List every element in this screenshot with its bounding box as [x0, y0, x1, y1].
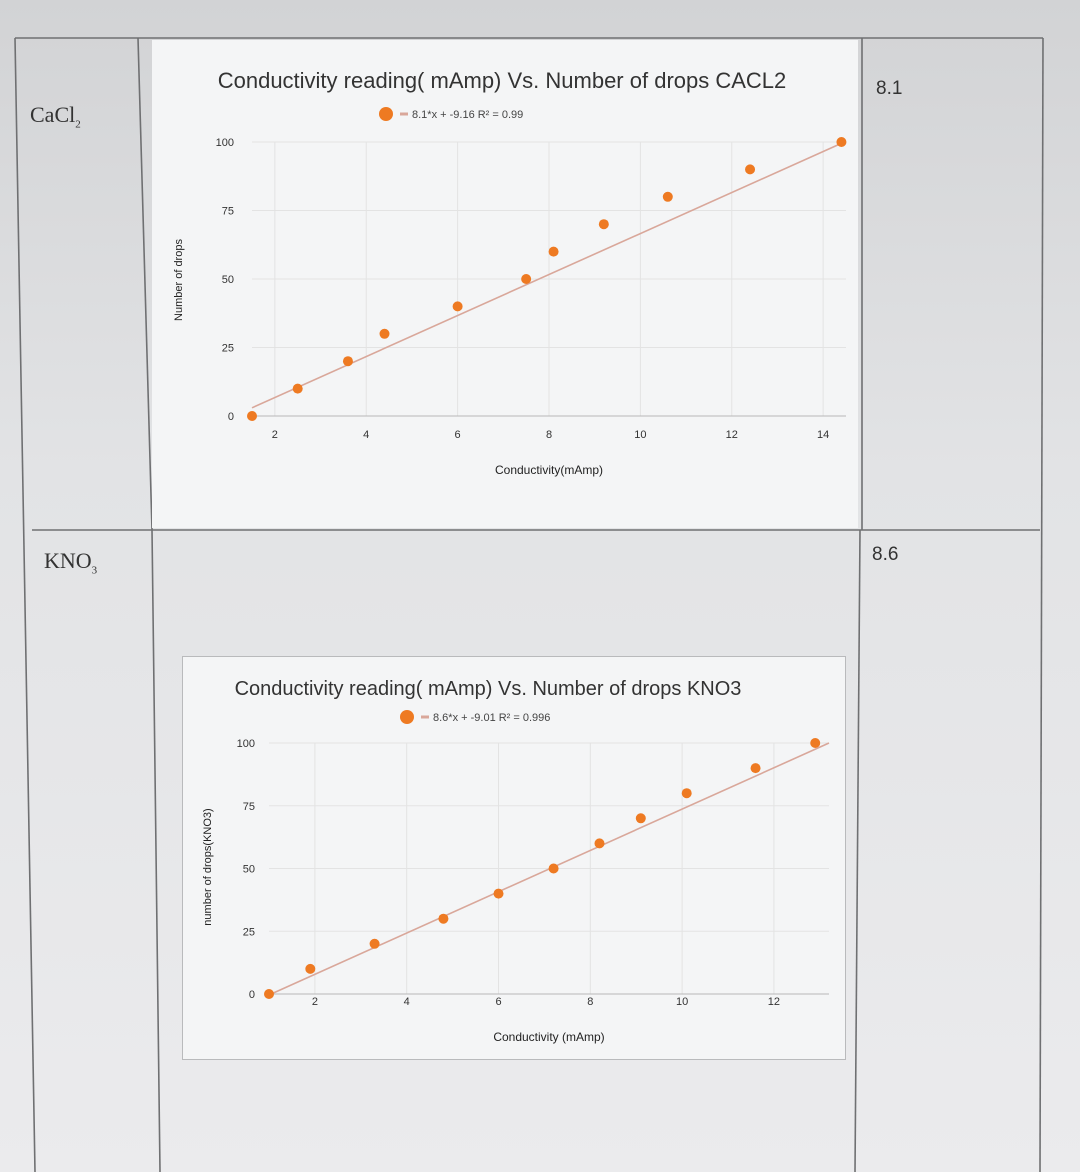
x-tick-label: 8 [587, 996, 593, 1008]
data-point [548, 863, 559, 874]
x-tick-label: 10 [676, 996, 688, 1008]
chart-title: Conductivity reading( mAmp) Vs. Number o… [218, 68, 787, 93]
data-point [745, 164, 756, 175]
row-label-kno3: KNO3 [44, 548, 97, 576]
data-points [247, 137, 847, 421]
data-point [836, 137, 847, 147]
y-tick-label: 100 [216, 137, 234, 149]
row-label-main: KNO [44, 548, 92, 573]
chart-panel-cacl2[interactable]: Conductivity reading( mAmp) Vs. Number o… [152, 40, 858, 528]
y-tick-label: 0 [228, 411, 234, 423]
data-point [598, 219, 609, 230]
x-tick-label: 14 [817, 429, 829, 441]
data-point [264, 989, 274, 999]
row-label-subscript: 2 [75, 118, 81, 131]
x-tick-label: 4 [404, 996, 410, 1008]
x-tick-label: 6 [495, 996, 501, 1008]
data-point [548, 246, 559, 257]
legend-marker [379, 107, 393, 121]
row-label-subscript: 3 [91, 564, 98, 577]
x-tick-label: 8 [546, 429, 552, 441]
x-axis-title: Conductivity (mAmp) [493, 1030, 604, 1044]
data-point [369, 938, 380, 949]
chart-cacl2: Conductivity reading( mAmp) Vs. Number o… [173, 68, 847, 477]
data-point [379, 328, 390, 339]
x-tick-label: 6 [455, 429, 461, 441]
x-tick-label: 10 [634, 429, 646, 441]
data-point [521, 274, 532, 284]
chart-title: Conductivity reading( mAmp) Vs. Number o… [235, 678, 742, 700]
y-tick-label: 50 [243, 864, 255, 876]
x-tick-label: 4 [363, 429, 369, 441]
x-axis-title: Conductivity(mAmp) [495, 463, 603, 477]
x-tick-label: 12 [768, 996, 780, 1008]
data-points [264, 738, 821, 999]
data-point [342, 356, 353, 367]
data-point [681, 788, 692, 799]
legend-label: 8.1*x + -9.16 R² = 0.99 [412, 109, 523, 121]
data-point [662, 191, 673, 202]
y-tick-label: 75 [243, 801, 255, 813]
data-point [594, 838, 605, 849]
x-tick-label: 2 [312, 996, 318, 1008]
row-label-main: CaCl [30, 102, 76, 127]
y-tick-label: 25 [243, 926, 255, 938]
row-label-cacl2: CaCl2 [30, 102, 81, 130]
data-point [750, 763, 761, 774]
legend-marker [400, 710, 414, 724]
y-tick-label: 25 [222, 343, 234, 355]
data-point [292, 383, 303, 394]
chart-kno3: Conductivity reading( mAmp) Vs. Number o… [202, 678, 830, 1044]
row-value-cacl2: 8.1 [876, 78, 903, 99]
data-point [247, 411, 257, 421]
chart-panel-kno3[interactable]: Conductivity reading( mAmp) Vs. Number o… [182, 656, 846, 1060]
grid-lines [252, 141, 846, 417]
y-tick-label: 100 [237, 738, 255, 750]
y-tick-label: 75 [222, 206, 234, 218]
trendline [251, 141, 845, 409]
x-tick-label: 12 [726, 429, 738, 441]
y-tick-label: 50 [222, 274, 234, 286]
data-point [438, 913, 449, 924]
y-axis-title: Number of drops [173, 239, 185, 321]
y-tick-label: 0 [249, 989, 255, 1001]
y-axis-title: number of drops(KNO3) [202, 808, 214, 925]
data-point [452, 301, 463, 312]
data-point [810, 738, 821, 748]
data-point [305, 963, 316, 974]
data-point [635, 813, 646, 824]
data-point [493, 888, 504, 899]
row-value-kno3: 8.6 [872, 544, 899, 565]
legend-label: 8.6*x + -9.01 R² = 0.996 [433, 712, 550, 724]
x-tick-label: 2 [272, 429, 278, 441]
